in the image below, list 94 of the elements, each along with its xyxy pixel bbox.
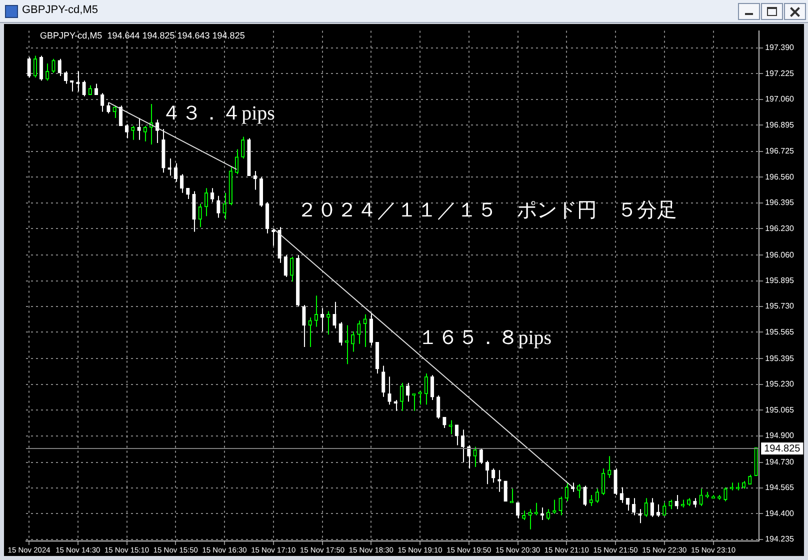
candlestick <box>332 301 336 329</box>
chart-title: GBPJPY-cd,M5 <box>22 4 98 16</box>
candlestick <box>436 394 440 420</box>
candlestick <box>620 486 624 504</box>
candlestick <box>406 382 410 402</box>
candlestick <box>534 502 538 516</box>
candlestick <box>52 58 56 74</box>
candlestick <box>552 499 556 514</box>
candlestick <box>210 188 214 203</box>
y-tick-label: 195.230 <box>765 380 795 389</box>
candlestick <box>124 124 129 139</box>
candlestick <box>168 158 172 176</box>
candlestick <box>272 228 276 246</box>
y-tick-label: 197.390 <box>765 43 795 52</box>
candlestick <box>70 80 74 92</box>
candlestick <box>528 508 532 530</box>
candlestick <box>632 498 636 516</box>
y-tick-label: 196.230 <box>765 224 795 233</box>
candlestick <box>363 314 367 348</box>
candlestick <box>369 312 373 346</box>
candlestick <box>485 460 490 485</box>
candlestick <box>601 468 606 496</box>
candlestick <box>644 498 648 518</box>
annotation: ４３．４pips <box>162 102 276 124</box>
candlestick <box>351 330 355 352</box>
candlestick <box>192 190 196 232</box>
candlestick <box>222 192 226 220</box>
annotation: ２０２４／１１／１５ ポンド円 ５分足 <box>297 199 678 222</box>
y-tick-label: 194.565 <box>765 483 795 492</box>
candlestick <box>662 502 666 516</box>
ref-line-label: 194.825 <box>764 443 801 454</box>
y-tick-label: 196.395 <box>765 198 795 208</box>
candlestick <box>382 365 386 398</box>
candlestick <box>94 83 98 96</box>
candlestick <box>106 102 110 114</box>
y-tick-label: 195.730 <box>765 302 795 311</box>
candlestick <box>510 488 514 504</box>
candlestick <box>498 470 502 492</box>
y-tick-label: 196.725 <box>765 146 795 156</box>
candlestick <box>302 304 306 348</box>
y-tick-label: 195.565 <box>765 327 795 336</box>
candlestick <box>558 496 562 516</box>
y-tick-label: 195.065 <box>765 405 795 414</box>
candlestick <box>540 507 544 520</box>
y-tick-label: 196.060 <box>765 250 795 260</box>
candlestick <box>504 480 508 502</box>
y-tick-label: 197.225 <box>765 68 795 78</box>
y-tick-label: 196.895 <box>765 120 795 130</box>
candlestick <box>39 55 44 82</box>
candlestick <box>241 136 245 160</box>
candlestick <box>674 494 678 510</box>
candlestick <box>64 70 68 84</box>
y-tick-label: 194.235 <box>765 534 795 544</box>
candlestick <box>724 486 728 502</box>
candlestick <box>137 118 141 140</box>
candlestick <box>314 295 318 328</box>
candlestick <box>88 84 92 96</box>
candlestick <box>448 420 452 435</box>
candlestick <box>265 202 270 234</box>
candlestick <box>668 499 672 510</box>
candlestick <box>400 382 404 412</box>
y-tick-label: 197.060 <box>765 94 795 104</box>
candlestick <box>357 320 361 344</box>
candlestick <box>216 195 220 218</box>
candlestick <box>473 446 477 468</box>
y-tick-label: 194.900 <box>765 431 795 440</box>
candlestick <box>143 125 147 142</box>
candlestick <box>638 508 642 524</box>
candlestick <box>308 316 312 348</box>
candlestick <box>699 488 703 506</box>
candlestick <box>131 125 135 140</box>
candlestick <box>693 498 697 508</box>
candlestick <box>320 308 324 332</box>
candlestick <box>27 56 31 78</box>
y-tick-label: 194.730 <box>765 458 795 467</box>
candlestick <box>82 80 86 97</box>
candlestick <box>442 416 446 429</box>
annotation: GBPJPY-cd,M5 194.644 194.825 194.643 194.825 <box>40 30 245 40</box>
y-tick-label: 195.895 <box>765 276 795 286</box>
candlestick <box>570 482 575 492</box>
candlestick <box>76 70 80 92</box>
candlestick <box>388 376 392 406</box>
annotation: １６５．８pips <box>418 326 552 349</box>
y-tick-label: 196.560 <box>765 172 795 182</box>
candlestick <box>418 390 422 406</box>
candlestick <box>326 310 330 336</box>
candlestick <box>595 488 600 504</box>
candlestick <box>412 393 416 412</box>
candlestick <box>46 63 50 82</box>
candlestick <box>33 55 37 78</box>
y-tick-label: 195.395 <box>765 354 795 363</box>
y-tick-label: 194.400 <box>765 508 795 518</box>
candlestick <box>748 474 752 485</box>
candlestick <box>583 485 587 506</box>
